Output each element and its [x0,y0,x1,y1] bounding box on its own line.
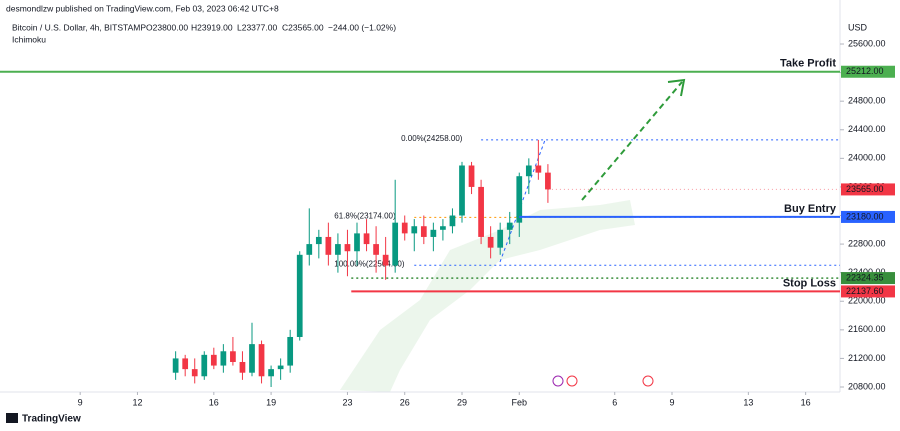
candle-body [201,354,208,377]
candle-body [487,236,494,248]
y-tick-label: 22400.00 [848,267,886,277]
candle-body [249,344,255,373]
fib-label: 100.00%(22504.00) [334,259,405,268]
candle-body [363,233,370,245]
event-icon[interactable] [566,375,578,387]
currency: USD [848,22,868,32]
candle-body [392,222,399,266]
level-name: Buy Entry [784,203,837,215]
x-tick-label: Feb [512,397,528,407]
level-name: Stop Loss [783,277,836,289]
candle-body [220,351,227,366]
candle-body [478,186,484,237]
candle-body [382,254,389,266]
candle-body [287,336,294,366]
price-tag-label: 23180.00 [846,211,884,221]
price-tag [841,272,895,285]
candle-body [535,165,542,173]
candle-body [210,354,217,366]
price-tag [841,65,895,78]
ohlc-low: L23377.00 [237,22,277,32]
price-tag [841,183,895,196]
candle-body [411,226,418,234]
x-tick-label: 13 [743,397,753,407]
y-tick-label: 22000.00 [848,296,886,306]
candle-body [506,222,513,230]
candle-body [430,229,437,237]
x-tick-label: 9 [78,397,83,407]
arrow [581,81,683,201]
candle-body [296,254,303,337]
candle-body [401,222,408,234]
candle-body [516,176,523,223]
y-tick-label: 21200.00 [848,353,886,363]
x-tick-label: 29 [457,397,467,407]
candle-body [268,369,274,377]
y-tick-label: 24400.00 [848,124,886,134]
ohlc-high: H23919.00 [191,22,233,32]
footer-logo[interactable]: TradingView [22,414,81,425]
level-name: Take Profit [780,58,836,70]
indicator: Ichimoku [12,34,46,44]
fib-connector [499,139,546,263]
fib-label: 0.00%(24258.00) [401,134,463,143]
y-tick-label: 25600.00 [848,38,886,48]
event-icon[interactable] [552,375,564,387]
candle-body [335,244,341,255]
x-tick-label: 16 [801,397,811,407]
candle-body [191,369,198,377]
candle-body [420,226,427,237]
x-tick-label: 12 [132,397,142,407]
ohlc-change: −244.00 (−1.02%) [328,22,396,32]
price-tag [841,285,895,298]
fib-label: 61.8%(23174.00) [334,211,396,220]
candle-body [545,172,551,190]
candle-body [354,233,360,252]
arrow-head [667,78,686,97]
candle-body [258,344,265,377]
x-tick-label: 16 [209,397,219,407]
price-tag-label: 22324.35 [846,272,884,282]
candle-body [239,361,246,373]
price-tag [841,210,895,223]
price-tag-label: 23565.00 [846,184,884,194]
candle-body [325,236,332,255]
candle-body [230,351,236,362]
candle-body [373,244,379,255]
y-tick-label: 24000.00 [848,153,886,163]
publisher: desmondlzw published on TradingView.com,… [6,3,279,13]
x-tick-label: 23 [342,397,352,407]
ichimoku-cloud [340,200,635,392]
price-tag-label: 25212.00 [846,66,884,76]
candle-body [306,244,313,255]
candle-body [277,365,284,370]
candle-body [468,165,475,187]
candle-body [172,358,179,373]
y-tick-label: 24800.00 [848,96,886,106]
candle-body [459,165,465,216]
x-tick-label: 9 [669,397,674,407]
candle-body [182,358,189,370]
price-tag-label: 22137.60 [846,286,884,296]
y-tick-label: 21600.00 [848,324,886,334]
ohlc-open: O23800.00 [146,22,188,32]
candle-body [344,244,351,252]
symbol: Bitcoin / U.S. Dollar, 4h, BITSTAMP [12,22,146,32]
logo-icon [6,413,18,423]
x-tick-label: 26 [400,397,410,407]
y-tick-label: 20800.00 [848,381,886,391]
candle-body [315,236,322,245]
x-tick-label: 19 [266,397,276,407]
x-tick-label: 6 [612,397,617,407]
event-icon[interactable] [642,375,654,387]
y-tick-label: 22800.00 [848,238,886,248]
candle-body [525,165,532,177]
candle-body [440,226,446,230]
ohlc-close: C23565.00 [282,22,324,32]
candle-body [449,215,456,227]
candle-body [497,229,504,248]
